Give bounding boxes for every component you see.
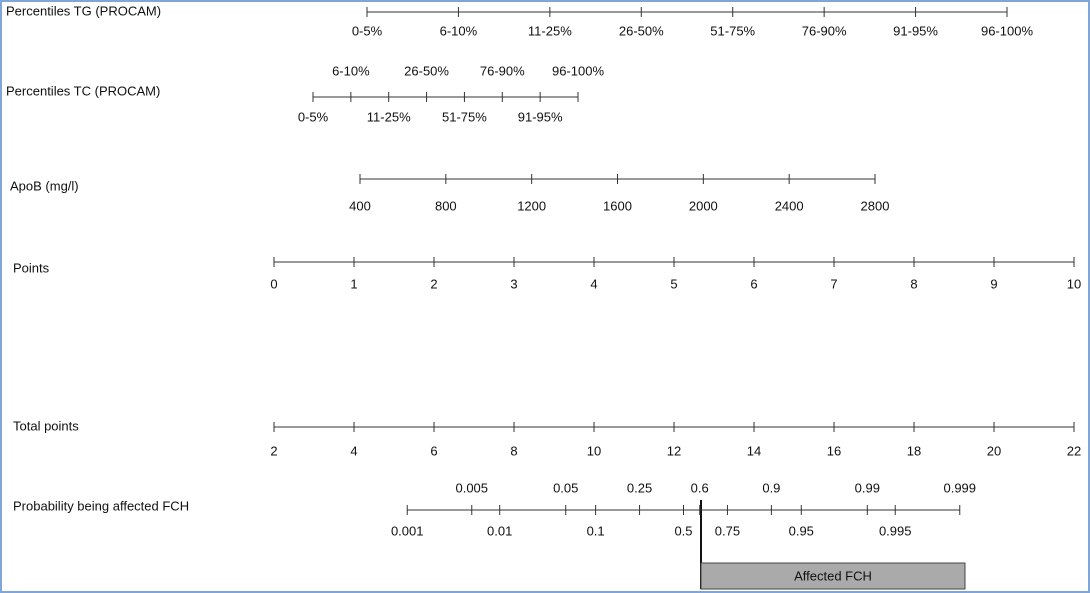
tick-label: 0.05 bbox=[553, 480, 578, 495]
tick-label: 0-5% bbox=[352, 23, 383, 38]
tick-label: 6 bbox=[750, 276, 757, 291]
tick-label: 96-100% bbox=[981, 23, 1033, 38]
tick-label: 0.995 bbox=[879, 523, 912, 538]
tick-label: 0-5% bbox=[298, 109, 329, 124]
tick-label: 51-75% bbox=[710, 23, 755, 38]
tick-label: 51-75% bbox=[442, 109, 487, 124]
tick-label: 1200 bbox=[517, 198, 546, 213]
scale-label: ApoB (mg/l) bbox=[10, 178, 79, 193]
tick-label: 0.75 bbox=[715, 523, 740, 538]
tick-label: 0.005 bbox=[455, 480, 488, 495]
tick-label: 20 bbox=[987, 443, 1001, 458]
tick-label: 0.999 bbox=[943, 480, 976, 495]
tick-label: 96-100% bbox=[552, 63, 604, 78]
scale-label: Points bbox=[13, 260, 50, 275]
tick-label: 91-95% bbox=[893, 23, 938, 38]
tick-label: 9 bbox=[990, 276, 997, 291]
box-label: Affected FCH bbox=[794, 568, 872, 583]
tick-label: 10 bbox=[587, 443, 601, 458]
tick-label: 22 bbox=[1067, 443, 1081, 458]
tick-label: 8 bbox=[910, 276, 917, 291]
tick-label: 1 bbox=[350, 276, 357, 291]
tick-label: 1600 bbox=[603, 198, 632, 213]
tick-label: 800 bbox=[435, 198, 457, 213]
tick-label: 0.01 bbox=[487, 523, 512, 538]
tick-label: 26-50% bbox=[404, 63, 449, 78]
tick-label: 400 bbox=[349, 198, 371, 213]
tick-label: 2400 bbox=[775, 198, 804, 213]
tick-label: 76-90% bbox=[480, 63, 525, 78]
tick-label: 4 bbox=[350, 443, 357, 458]
tick-label: 0.001 bbox=[391, 523, 424, 538]
scale-label: Probability being affected FCH bbox=[13, 498, 189, 513]
tick-label: 2 bbox=[430, 276, 437, 291]
tick-label: 91-95% bbox=[518, 109, 563, 124]
tick-label: 7 bbox=[830, 276, 837, 291]
tick-label: 18 bbox=[907, 443, 921, 458]
affected-box bbox=[700, 562, 966, 590]
tick-label: 16 bbox=[827, 443, 841, 458]
scale-label: Percentiles TC (PROCAM) bbox=[6, 83, 160, 98]
tick-label: 26-50% bbox=[619, 23, 664, 38]
tick-label: 6-10% bbox=[332, 63, 370, 78]
tick-label: 6 bbox=[430, 443, 437, 458]
scale-label: Total points bbox=[13, 418, 79, 433]
tick-label: 11-25% bbox=[367, 109, 411, 124]
tick-label: 0 bbox=[270, 276, 277, 291]
tick-label: 4 bbox=[590, 276, 597, 291]
tick-label: 10 bbox=[1067, 276, 1081, 291]
tick-label: 2800 bbox=[861, 198, 890, 213]
tick-label: 0.5 bbox=[674, 523, 692, 538]
tick-label: 0.6 bbox=[691, 480, 709, 495]
tick-label: 0.25 bbox=[627, 480, 652, 495]
tick-label: 5 bbox=[670, 276, 677, 291]
tick-label: 0.1 bbox=[587, 523, 605, 538]
tick-label: 6-10% bbox=[440, 23, 478, 38]
tick-label: 8 bbox=[510, 443, 517, 458]
tick-label: 11-25% bbox=[528, 23, 572, 38]
tick-label: 12 bbox=[667, 443, 681, 458]
tick-label: 2 bbox=[270, 443, 277, 458]
tick-label: 2000 bbox=[689, 198, 718, 213]
scale-label: Percentiles TG (PROCAM) bbox=[6, 3, 161, 18]
tick-label: 76-90% bbox=[802, 23, 847, 38]
tick-label: 14 bbox=[747, 443, 761, 458]
tick-label: 0.95 bbox=[789, 523, 814, 538]
tick-label: 0.9 bbox=[762, 480, 780, 495]
tick-label: 0.99 bbox=[855, 480, 880, 495]
tick-label: 3 bbox=[510, 276, 517, 291]
